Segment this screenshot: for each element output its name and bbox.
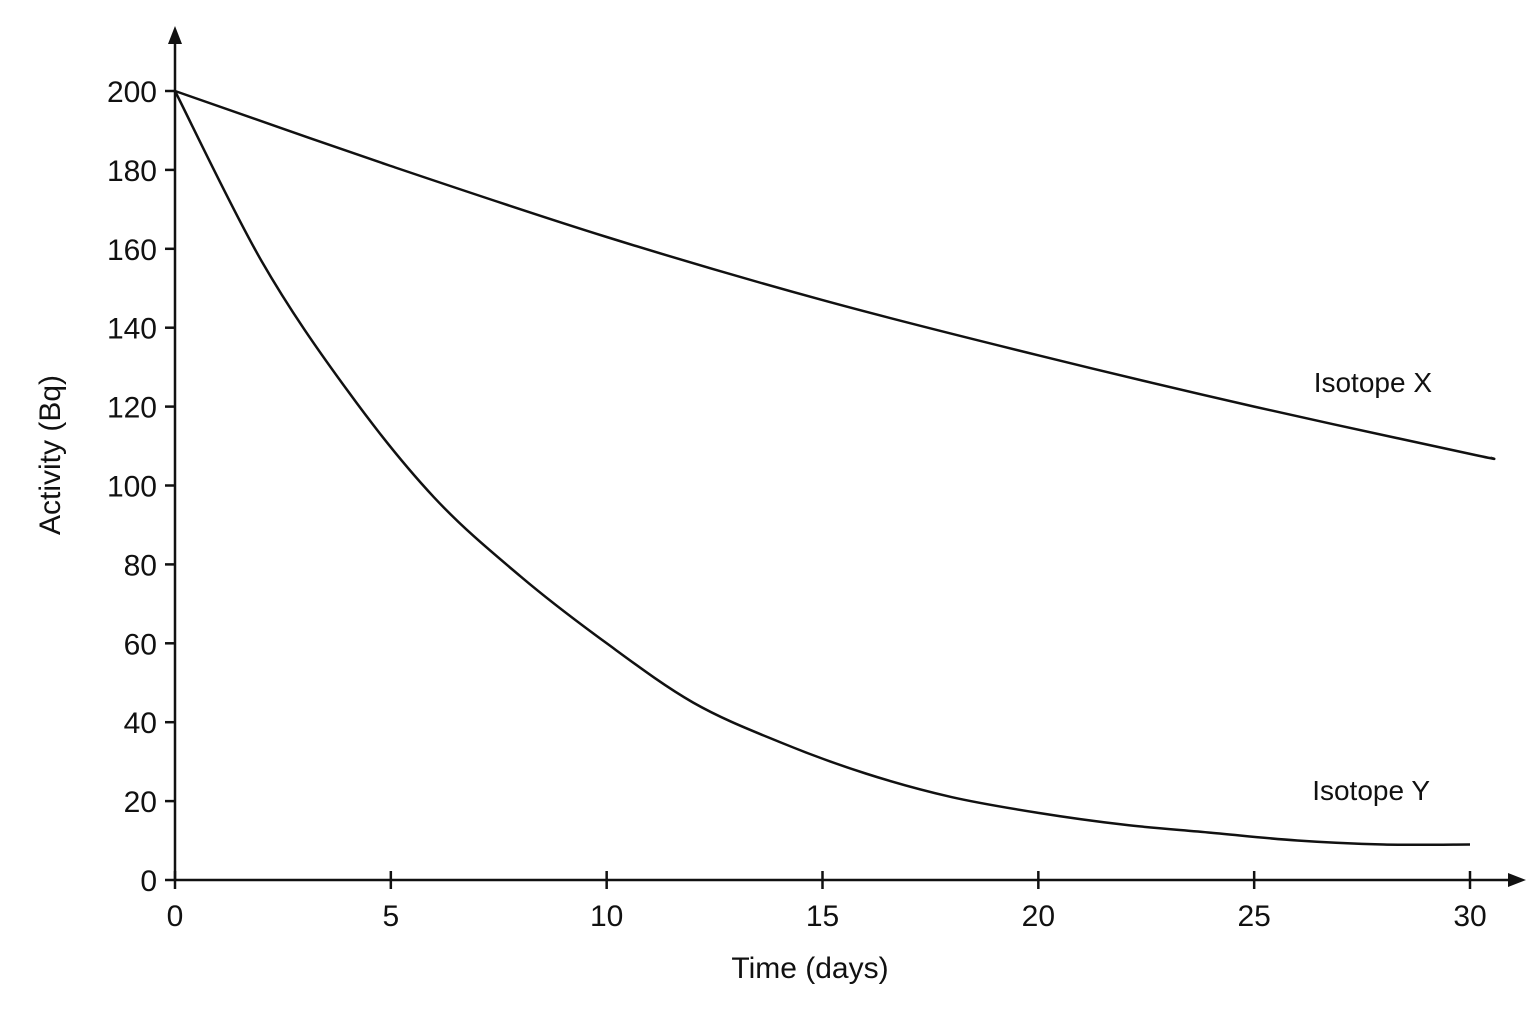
- x-tick-label: 5: [382, 900, 399, 933]
- series-line-isotope-y: [173, 90, 1471, 847]
- x-tick-label: 25: [1237, 900, 1270, 933]
- y-tick-label: 40: [124, 707, 157, 740]
- x-tick-label: 15: [806, 900, 839, 933]
- x-axis-title: Time (days): [731, 952, 888, 985]
- y-tick-label: 100: [107, 471, 157, 504]
- x-tick-label: 10: [590, 900, 623, 933]
- y-tick-label: 0: [140, 865, 157, 898]
- x-axis-arrowhead: [1508, 873, 1526, 887]
- series-line-isotope-x: [174, 89, 1496, 461]
- y-tick-label: 60: [124, 628, 157, 661]
- series-group: Isotope X Isotope Y: [173, 89, 1496, 847]
- series-label-isotope-x: Isotope X: [1314, 367, 1433, 398]
- y-tick-label: 200: [107, 76, 157, 109]
- x-tick-label: 30: [1453, 900, 1486, 933]
- x-tick-label: 0: [167, 900, 184, 933]
- x-ticks: 0 5 10 15 20 25 30: [167, 871, 1487, 933]
- y-ticks: 0 20 40 60 80 100 120 140 160 180 200: [107, 76, 175, 898]
- y-tick-label: 20: [124, 786, 157, 819]
- x-tick-label: 20: [1022, 900, 1055, 933]
- series-label-isotope-y: Isotope Y: [1312, 775, 1430, 806]
- y-tick-label: 120: [107, 392, 157, 425]
- axes: [168, 26, 1526, 887]
- y-tick-label: 80: [124, 549, 157, 582]
- y-tick-label: 160: [107, 234, 157, 267]
- y-axis-arrowhead: [168, 26, 182, 44]
- y-tick-label: 140: [107, 313, 157, 346]
- y-tick-label: 180: [107, 155, 157, 188]
- y-axis-title: Activity (Bq): [34, 375, 67, 535]
